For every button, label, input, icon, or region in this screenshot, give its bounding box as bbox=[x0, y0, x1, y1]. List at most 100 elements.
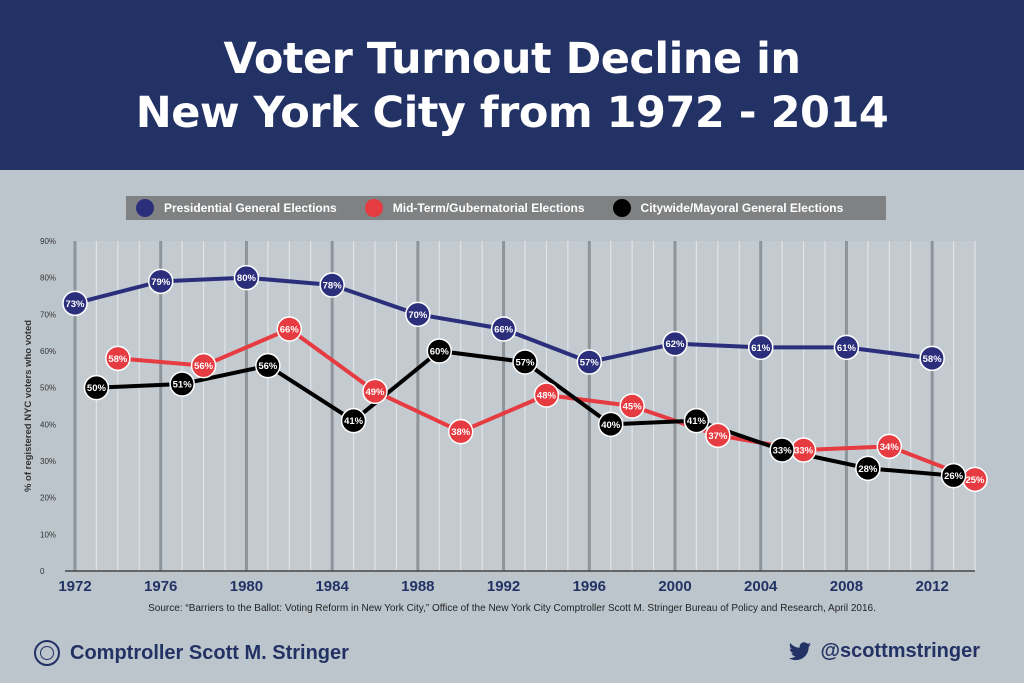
title-line-1: Voter Turnout Decline in bbox=[223, 34, 801, 84]
data-marker bbox=[319, 272, 345, 298]
data-label: 79% bbox=[151, 277, 171, 288]
data-label: 61% bbox=[837, 343, 857, 354]
data-label: 34% bbox=[880, 442, 900, 453]
nyc-seal-icon bbox=[34, 640, 60, 666]
x-tick-label: 2008 bbox=[830, 578, 863, 595]
data-point: 48% bbox=[533, 382, 560, 408]
data-marker bbox=[426, 338, 453, 364]
data-label: 80% bbox=[237, 273, 257, 284]
y-tick-label: 0 bbox=[40, 567, 45, 576]
y-tick-label: 10% bbox=[40, 530, 56, 539]
data-label: 50% bbox=[87, 383, 107, 394]
data-point: 61% bbox=[747, 334, 774, 361]
data-marker bbox=[919, 345, 945, 372]
title-line-2: New York City from 1972 - 2014 bbox=[135, 88, 889, 138]
data-point: 56% bbox=[190, 352, 217, 379]
data-marker bbox=[233, 264, 260, 291]
chart-title: Voter Turnout Decline in New York City f… bbox=[0, 0, 1024, 140]
data-marker bbox=[940, 462, 967, 489]
data-label: 33% bbox=[794, 446, 814, 457]
x-tick-label: 1980 bbox=[230, 578, 263, 595]
legend-item-presidential: Presidential General Elections bbox=[136, 199, 337, 217]
y-axis-label: % of registered NYC voters who voted bbox=[23, 320, 34, 492]
legend-label: Presidential General Elections bbox=[164, 201, 337, 215]
data-point: 34% bbox=[876, 433, 903, 460]
data-point: 56% bbox=[255, 352, 281, 379]
twitter-handle: @scottmstringer bbox=[820, 640, 980, 662]
data-marker bbox=[876, 433, 903, 460]
data-marker bbox=[405, 301, 431, 328]
data-point: 38% bbox=[447, 418, 474, 445]
y-tick-label: 80% bbox=[40, 274, 56, 283]
data-label: 61% bbox=[751, 343, 771, 354]
data-label: 57% bbox=[580, 358, 600, 369]
data-label: 28% bbox=[858, 464, 878, 475]
data-marker bbox=[619, 393, 645, 419]
data-marker bbox=[769, 437, 795, 463]
twitter-icon bbox=[789, 641, 812, 660]
data-label: 56% bbox=[258, 361, 278, 372]
data-marker bbox=[533, 382, 560, 408]
data-label: 57% bbox=[515, 358, 535, 369]
data-label: 38% bbox=[451, 427, 471, 438]
data-label: 51% bbox=[173, 380, 193, 391]
data-point: 49% bbox=[362, 378, 388, 405]
data-label: 66% bbox=[494, 325, 514, 336]
legend-label: Citywide/Mayoral General Elections bbox=[640, 201, 844, 215]
data-marker bbox=[147, 268, 174, 295]
data-point: 80% bbox=[233, 264, 260, 291]
data-label: 66% bbox=[280, 325, 300, 336]
data-marker bbox=[683, 407, 710, 434]
legend-dot-icon bbox=[364, 199, 383, 217]
y-tick-label: 60% bbox=[40, 347, 56, 356]
data-label: 41% bbox=[344, 416, 364, 427]
data-point: 33% bbox=[769, 437, 795, 463]
legend-item-midterm: Mid-Term/Gubernatorial Elections bbox=[364, 199, 585, 217]
legend-label: Mid-Term/Gubernatorial Elections bbox=[392, 201, 585, 215]
data-marker bbox=[833, 334, 860, 361]
legend-item-mayoral: Citywide/Mayoral General Elections bbox=[612, 199, 844, 217]
footer-twitter[interactable]: @scottmstringer bbox=[788, 640, 980, 663]
data-point: 79% bbox=[147, 268, 174, 295]
x-tick-label: 1984 bbox=[315, 578, 349, 595]
data-point: 57% bbox=[512, 349, 538, 375]
data-point: 26% bbox=[940, 462, 967, 489]
data-marker bbox=[276, 316, 303, 342]
data-marker bbox=[855, 455, 881, 482]
data-marker bbox=[169, 371, 195, 397]
x-tick-label: 1996 bbox=[573, 578, 606, 595]
line-chart: 0 10% 20% 30% 40% 50% 60% 70% 80% 90% % of registe… bbox=[23, 237, 988, 595]
data-point: 37% bbox=[705, 422, 731, 449]
data-label: 49% bbox=[365, 387, 385, 398]
data-marker bbox=[597, 411, 624, 438]
data-point: 73% bbox=[62, 290, 88, 317]
data-marker bbox=[747, 334, 774, 361]
x-tick-label: 2004 bbox=[744, 578, 778, 595]
data-label: 48% bbox=[537, 391, 557, 402]
y-tick-label: 70% bbox=[40, 310, 56, 319]
legend-dot-icon bbox=[136, 199, 154, 217]
data-marker bbox=[447, 418, 474, 445]
data-marker bbox=[576, 349, 603, 375]
data-point: 60% bbox=[426, 338, 453, 364]
y-tick-label: 40% bbox=[40, 420, 56, 429]
data-label: 58% bbox=[923, 354, 943, 365]
data-point: 58% bbox=[105, 345, 131, 372]
data-label: 58% bbox=[108, 354, 128, 365]
x-tick-label: 1992 bbox=[487, 578, 520, 595]
data-marker bbox=[490, 316, 517, 342]
data-label: 40% bbox=[601, 420, 621, 431]
y-tick-label: 20% bbox=[40, 494, 56, 503]
data-marker bbox=[705, 422, 731, 449]
data-point: 25% bbox=[962, 466, 988, 493]
x-tick-label: 1972 bbox=[58, 578, 91, 595]
data-label: 25% bbox=[965, 475, 985, 486]
data-label: 73% bbox=[65, 299, 85, 310]
data-point: 40% bbox=[597, 411, 624, 438]
data-point: 45% bbox=[619, 393, 645, 419]
y-tick-label: 50% bbox=[40, 384, 56, 393]
data-point: 66% bbox=[490, 316, 517, 342]
data-point: 51% bbox=[169, 371, 195, 397]
data-marker bbox=[362, 378, 388, 405]
data-point: 57% bbox=[576, 349, 603, 375]
